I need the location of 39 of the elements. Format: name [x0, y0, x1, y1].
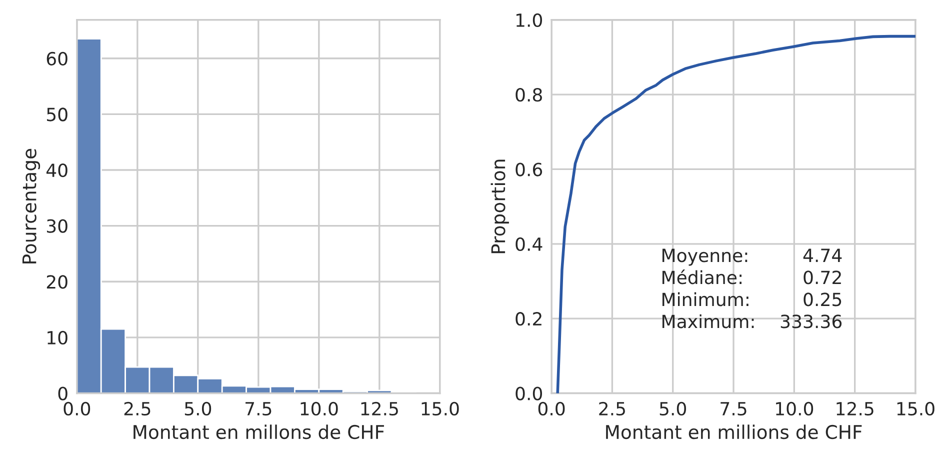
x-tick-label: 15.0: [897, 402, 934, 416]
y-tick-label: 10: [48, 330, 68, 345]
x-tick-label: 5.0: [660, 402, 686, 416]
annotation: Moyenne:: [662, 248, 748, 266]
x-tick-label: 2.5: [124, 402, 150, 416]
x-tick-label: 10.0: [300, 402, 338, 416]
x-axis-title: Montant en millions de CHF: [606, 424, 862, 440]
x-tick-label: 2.5: [599, 402, 625, 416]
x-axis-title: Montant en millons de CHF: [134, 424, 384, 440]
y-tick-label: 50: [47, 108, 68, 122]
annotation: 0.25: [804, 292, 842, 306]
annotation: Maximum:: [662, 314, 754, 328]
y-tick-label: 60: [46, 52, 68, 66]
annotation: Médiane:: [662, 270, 742, 284]
y-tick-label: 0.8: [516, 88, 542, 102]
y-tick-label: 20: [46, 275, 68, 289]
y-tick-label: 0.4: [516, 237, 542, 252]
y-tick-label: 1.0: [516, 13, 542, 28]
annotation: 333.36: [780, 314, 842, 328]
y-tick-label: 0.0: [516, 386, 542, 400]
y-tick-label: 0.2: [516, 312, 542, 326]
y-axis-title: Pourcentage: [22, 148, 40, 264]
x-tick-label: 7.5: [720, 402, 746, 416]
y-tick-label: 30: [46, 219, 68, 233]
y-tick-label: 0.6: [516, 162, 542, 176]
x-tick-label: 12.5: [836, 402, 874, 416]
x-tick-label: 12.5: [361, 402, 398, 416]
x-tick-label: 7.5: [246, 402, 272, 416]
x-tick-label: 15.0: [422, 402, 459, 416]
annotation: Minimum:: [662, 292, 748, 306]
y-tick-label: 0: [58, 386, 68, 400]
annotation: 4.74: [803, 248, 842, 262]
y-axis-title: Proportion: [490, 160, 509, 254]
x-tick-label: 5.0: [184, 402, 212, 416]
y-tick-label: 40: [46, 163, 68, 178]
x-tick-label: 0.0: [538, 402, 565, 416]
annotation: 0.72: [804, 270, 841, 284]
x-tick-label: 0.0: [64, 402, 90, 416]
x-tick-label: 10.0: [776, 402, 814, 416]
